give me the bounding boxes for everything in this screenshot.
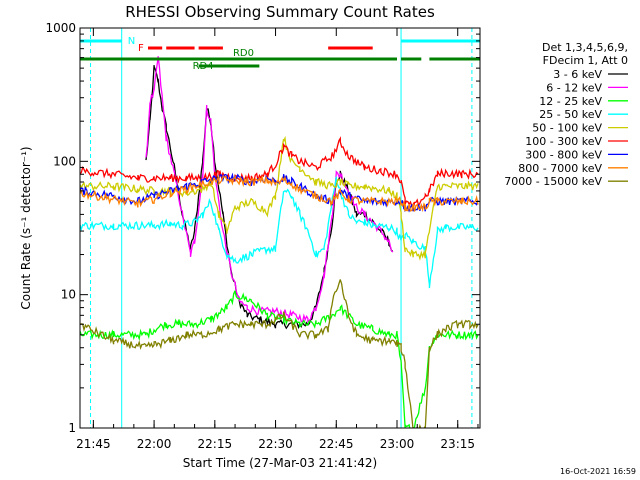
y-tick-label: 100 (53, 154, 76, 168)
legend: Det 1,3,4,5,6,9, FDecim 1, Att 0 3 - 6 k… (504, 41, 628, 188)
x-tick-label: 22:45 (319, 437, 354, 451)
legend-label-50-100-kev: 50 - 100 keV (532, 122, 602, 135)
legend-label-3-6-kev: 3 - 6 keV (553, 68, 602, 81)
y-axis-label: Count Rate (s⁻¹ detector⁻¹) (19, 146, 33, 309)
series-line-25-50-kev (80, 176, 479, 289)
y-tick-label: 1000 (45, 21, 76, 35)
status-bar-label-rd4: RD4 (193, 61, 214, 72)
legend-label-25-50-kev: 25 - 50 keV (539, 108, 602, 121)
y-tick-label: 1 (68, 421, 76, 435)
series-line-7000-15000-kev (80, 279, 479, 428)
legend-label-800-7000-kev: 800 - 7000 keV (518, 162, 602, 175)
y-axis: 1 10 100 1000 (45, 21, 480, 435)
legend-label-300-800-kev: 300 - 800 keV (525, 148, 602, 161)
plot-area: NF RD0 RD4 (80, 28, 480, 428)
x-tick-label: 23:15 (440, 437, 475, 451)
series-line-50-100-kev (80, 135, 479, 261)
y-tick-label: 10 (61, 288, 76, 302)
legend-label-100-300-kev: 100 - 300 keV (525, 135, 602, 148)
plot-frame (79, 27, 481, 429)
status-bar-label-rd0: RD0 (233, 48, 254, 59)
x-axis: 21:45 22:00 22:15 22:30 22:45 23:00 23:15 (76, 28, 479, 451)
legend-header-line-1: Det 1,3,4,5,6,9, (542, 41, 628, 54)
chart-title: RHESSI Observing Summary Count Rates (125, 3, 435, 21)
x-tick-label: 23:00 (380, 437, 415, 451)
x-tick-label: 22:15 (198, 437, 233, 451)
x-axis-label: Start Time (27-Mar-03 21:41:42) (183, 456, 377, 470)
x-tick-label: 21:45 (76, 437, 111, 451)
x-tick-label: 22:00 (137, 437, 172, 451)
status-bar-label-n: N (128, 36, 135, 47)
series-line-6-12-kev (145, 56, 394, 323)
series-line-800-7000-kev (80, 174, 479, 213)
legend-label-7000-15000-kev: 7000 - 15000 keV (504, 175, 602, 188)
legend-label-6-12-kev: 6 - 12 keV (546, 81, 602, 94)
series-group (80, 56, 479, 428)
status-bar-label-f: F (138, 43, 144, 54)
legend-label-12-25-kev: 12 - 25 keV (539, 95, 602, 108)
x-tick-label: 22:30 (258, 437, 293, 451)
legend-header-line-2: FDecim 1, Att 0 (543, 54, 628, 67)
timestamp: 16-Oct-2021 16:59 (560, 467, 636, 476)
